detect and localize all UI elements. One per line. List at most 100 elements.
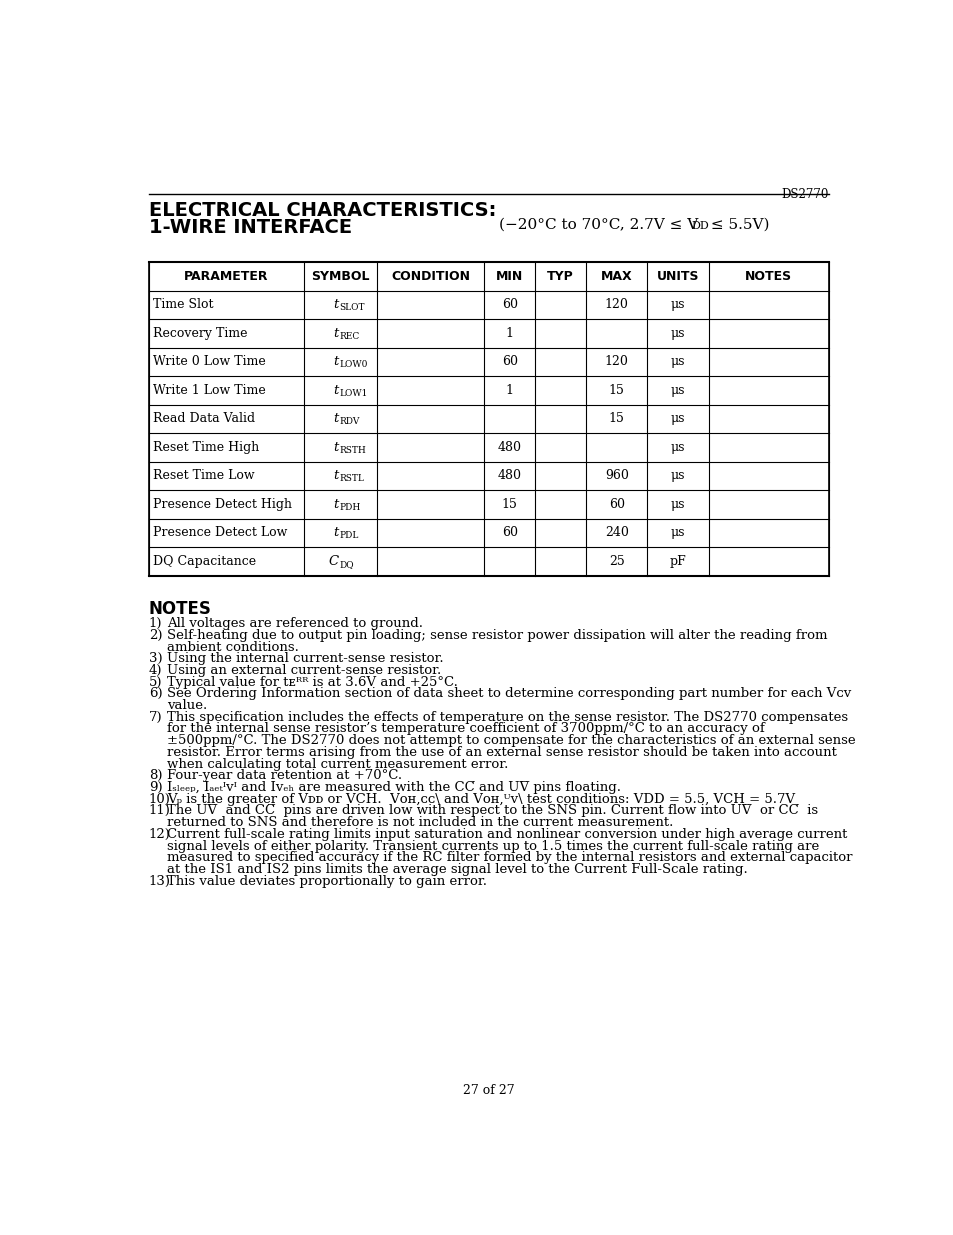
Text: NOTES: NOTES (744, 270, 792, 283)
Text: LOW0: LOW0 (339, 361, 368, 369)
Text: DS2770: DS2770 (781, 188, 828, 201)
Text: 12): 12) (149, 827, 171, 841)
Text: pF: pF (669, 555, 686, 568)
Text: 1: 1 (505, 384, 513, 396)
Text: μs: μs (670, 526, 684, 540)
Text: C: C (328, 555, 338, 568)
Text: The UV̅  and CC̅  pins are driven low with respect to the SNS pin. Current flow : The UV̅ and CC̅ pins are driven low with… (167, 804, 818, 818)
Text: 27 of 27: 27 of 27 (462, 1084, 515, 1097)
Text: LOW1: LOW1 (339, 389, 368, 398)
Text: NOTES: NOTES (149, 600, 212, 619)
Text: μs: μs (670, 327, 684, 340)
Text: t: t (333, 412, 338, 425)
Text: 5): 5) (149, 676, 162, 689)
Text: μs: μs (670, 384, 684, 396)
Text: when calculating total current measurement error.: when calculating total current measureme… (167, 757, 508, 771)
Text: Reset Time High: Reset Time High (153, 441, 259, 453)
Text: 11): 11) (149, 804, 171, 818)
Text: at the IS1 and IS2 pins limits the average signal level to the Current Full-Scal: at the IS1 and IS2 pins limits the avera… (167, 863, 747, 876)
Text: Time Slot: Time Slot (153, 299, 213, 311)
Text: 15: 15 (501, 498, 517, 511)
Text: 960: 960 (604, 469, 628, 483)
Text: ELECTRICAL CHARACTERISTICS:: ELECTRICAL CHARACTERISTICS: (149, 200, 496, 220)
Text: value.: value. (167, 699, 208, 713)
Text: t: t (333, 384, 338, 396)
Text: Presence Detect Low: Presence Detect Low (153, 526, 288, 540)
Text: Typical value for tᴇᴿᴿ is at 3.6V and +25°C.: Typical value for tᴇᴿᴿ is at 3.6V and +2… (167, 676, 457, 689)
Text: 60: 60 (501, 299, 517, 311)
Text: SYMBOL: SYMBOL (311, 270, 369, 283)
Text: (−20°C to 70°C, 2.7V ≤ V: (−20°C to 70°C, 2.7V ≤ V (498, 217, 698, 231)
Text: Recovery Time: Recovery Time (153, 327, 248, 340)
Text: ≤ 5.5V): ≤ 5.5V) (705, 217, 769, 231)
Text: Reset Time Low: Reset Time Low (153, 469, 254, 483)
Text: 60: 60 (501, 356, 517, 368)
Text: RSTH: RSTH (339, 446, 366, 454)
Text: Iₛₗₑₑₚ, Iₐₑₜᴵᴠᴵ and Iᴠₑₕ are measured with the CC̅ and UV̅ pins floating.: Iₛₗₑₑₚ, Iₐₑₜᴵᴠᴵ and Iᴠₑₕ are measured wi… (167, 781, 620, 794)
Text: returned to SNS and therefore is not included in the current measurement.: returned to SNS and therefore is not inc… (167, 816, 673, 829)
Text: 15: 15 (608, 384, 624, 396)
Text: measured to specified accuracy if the RC filter formed by the internal resistors: measured to specified accuracy if the RC… (167, 851, 852, 864)
Text: CONDITION: CONDITION (391, 270, 470, 283)
Text: REC: REC (339, 332, 359, 341)
Text: t: t (333, 469, 338, 483)
Text: 1-WIRE INTERFACE: 1-WIRE INTERFACE (149, 217, 352, 236)
Text: PARAMETER: PARAMETER (184, 270, 268, 283)
Text: Self-heating due to output pin loading; sense resistor power dissipation will al: Self-heating due to output pin loading; … (167, 629, 827, 642)
Text: 1): 1) (149, 618, 162, 630)
Text: 8): 8) (149, 769, 162, 782)
Text: 120: 120 (604, 356, 628, 368)
Text: t: t (333, 356, 338, 368)
Text: 1: 1 (505, 327, 513, 340)
Text: 4): 4) (149, 664, 162, 677)
Text: SLOT: SLOT (339, 304, 365, 312)
Text: Four-year data retention at +70°C.: Four-year data retention at +70°C. (167, 769, 402, 782)
Text: MIN: MIN (496, 270, 523, 283)
Text: 10): 10) (149, 793, 171, 805)
Text: This value deviates proportionally to gain error.: This value deviates proportionally to ga… (167, 874, 487, 888)
Bar (149, 262, 828, 576)
Text: 6): 6) (149, 688, 162, 700)
Text: RDV: RDV (339, 417, 359, 426)
Text: 25: 25 (608, 555, 624, 568)
Text: ambient conditions.: ambient conditions. (167, 641, 299, 653)
Text: 60: 60 (501, 526, 517, 540)
Text: Using the internal current-sense resistor.: Using the internal current-sense resisto… (167, 652, 443, 666)
Text: 9): 9) (149, 781, 162, 794)
Text: 480: 480 (497, 469, 521, 483)
Text: 240: 240 (604, 526, 628, 540)
Text: Vₚ is the greater of Vᴅᴅ or VCH.  Vᴏʜ,ᴄᴄ\ and Vᴏʜ,ᵁᴠ\ test conditions: VDD = 5.5: Vₚ is the greater of Vᴅᴅ or VCH. Vᴏʜ,ᴄᴄ\… (167, 793, 795, 805)
Text: DQ: DQ (339, 559, 354, 569)
Text: ±500ppm/°C. The DS2770 does not attempt to compensate for the characteristics of: ±500ppm/°C. The DS2770 does not attempt … (167, 734, 855, 747)
Text: 60: 60 (608, 498, 624, 511)
Text: t: t (333, 441, 338, 453)
Text: 7): 7) (149, 711, 162, 724)
Text: DD: DD (691, 221, 708, 231)
Text: Write 1 Low Time: Write 1 Low Time (153, 384, 266, 396)
Text: 480: 480 (497, 441, 521, 453)
Text: μs: μs (670, 441, 684, 453)
Text: DQ Capacitance: DQ Capacitance (153, 555, 256, 568)
Text: μs: μs (670, 498, 684, 511)
Text: MAX: MAX (600, 270, 632, 283)
Text: Using an external current-sense resistor.: Using an external current-sense resistor… (167, 664, 441, 677)
Text: Read Data Valid: Read Data Valid (153, 412, 255, 425)
Text: Write 0 Low Time: Write 0 Low Time (153, 356, 266, 368)
Text: for the internal sense resistor’s temperature coefficient of 3700ppm/°C to an ac: for the internal sense resistor’s temper… (167, 722, 764, 736)
Text: μs: μs (670, 299, 684, 311)
Text: t: t (333, 498, 338, 511)
Text: See Ordering Information section of data sheet to determine corresponding part n: See Ordering Information section of data… (167, 688, 851, 700)
Text: 13): 13) (149, 874, 171, 888)
Text: μs: μs (670, 469, 684, 483)
Text: μs: μs (670, 412, 684, 425)
Text: t: t (333, 526, 338, 540)
Text: PDL: PDL (339, 531, 358, 541)
Text: UNITS: UNITS (657, 270, 699, 283)
Text: PDH: PDH (339, 503, 360, 511)
Text: 3): 3) (149, 652, 162, 666)
Text: Presence Detect High: Presence Detect High (153, 498, 292, 511)
Text: resistor. Error terms arising from the use of an external sense resistor should : resistor. Error terms arising from the u… (167, 746, 837, 758)
Text: Current full-scale rating limits input saturation and nonlinear conversion under: Current full-scale rating limits input s… (167, 827, 847, 841)
Text: TYP: TYP (547, 270, 574, 283)
Text: t: t (333, 299, 338, 311)
